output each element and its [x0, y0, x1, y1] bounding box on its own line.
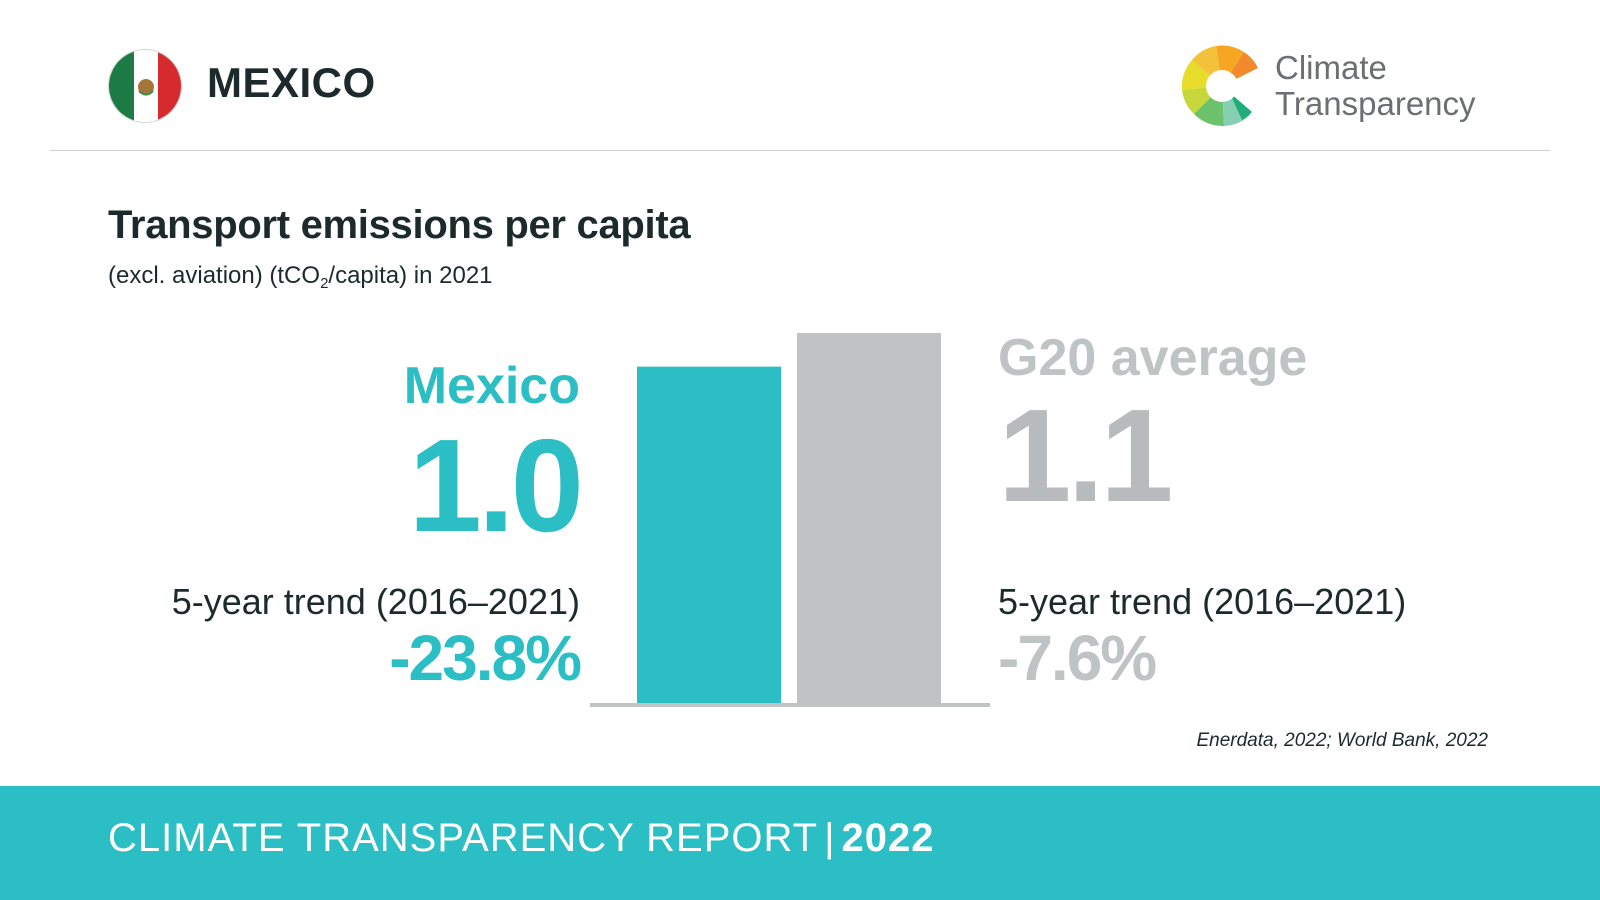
- footer-banner: CLIMATE TRANSPARENCY REPORT | 2022: [0, 786, 1600, 900]
- subtitle-post: /capita) in 2021: [328, 262, 493, 289]
- mexico-flag-icon: [108, 49, 182, 123]
- header: MEXICO Climate Transparency: [0, 0, 1600, 151]
- g20-value: 1.1: [998, 382, 1173, 529]
- mexico-trend-label: 5-year trend (2016–2021): [171, 581, 580, 622]
- country-name: MEXICO: [207, 59, 376, 106]
- g20-label: G20 average: [998, 329, 1308, 387]
- logo-line-2: Transparency: [1275, 85, 1476, 122]
- source-note: Enerdata, 2022; World Bank, 2022: [1196, 730, 1488, 751]
- footer-year: 2022: [841, 816, 935, 860]
- mexico-trend-value: -23.8%: [389, 622, 582, 694]
- g20-trend-label: 5-year trend (2016–2021): [998, 581, 1407, 622]
- bar-chart: [590, 333, 990, 707]
- subtitle-pre: (excl. aviation) (tCO: [108, 262, 321, 289]
- chart-title: Transport emissions per capita: [108, 203, 691, 247]
- mexico-label: Mexico: [403, 357, 580, 415]
- g20-trend-value: -7.6%: [998, 622, 1157, 694]
- chart-subtitle: (excl. aviation) (tCO2/capita) in 2021: [108, 262, 493, 293]
- footer-separator: |: [824, 816, 836, 860]
- bar-g20-average: [797, 333, 941, 703]
- header-divider: [50, 150, 1550, 151]
- climate-transparency-logo-text: Climate Transparency: [1275, 50, 1476, 122]
- footer-report: CLIMATE TRANSPARENCY REPORT: [108, 816, 819, 860]
- logo-line-1: Climate: [1275, 49, 1387, 86]
- footer-text: CLIMATE TRANSPARENCY REPORT | 2022: [108, 818, 934, 858]
- climate-transparency-logo-icon: [1180, 44, 1268, 128]
- bar-mexico: [637, 366, 781, 703]
- mexico-value: 1.0: [408, 412, 584, 559]
- subtitle-sub: 2: [320, 275, 329, 292]
